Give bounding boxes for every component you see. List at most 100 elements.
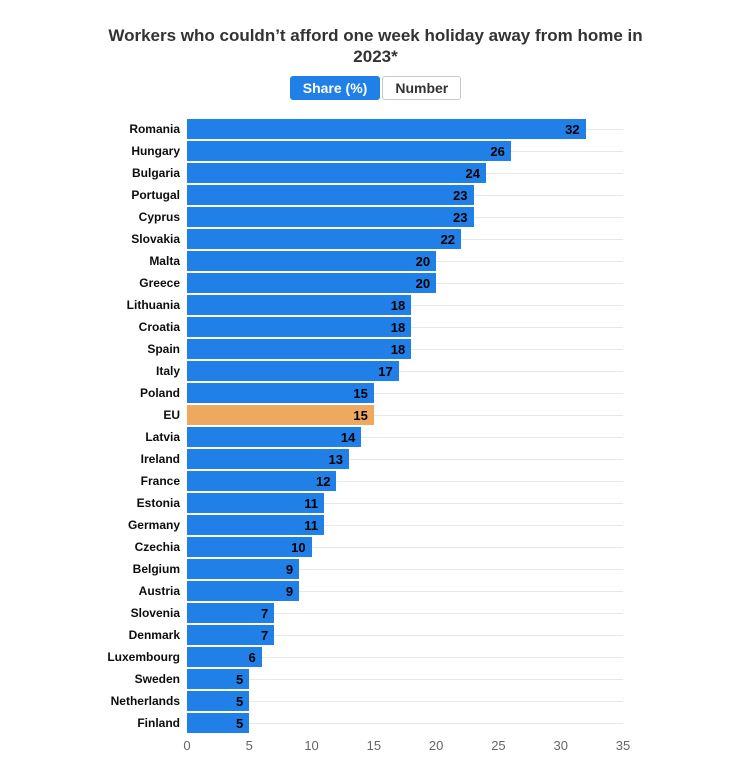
bar[interactable]: 7: [187, 603, 275, 623]
value-label: 14: [340, 429, 356, 445]
bar[interactable]: 32: [187, 119, 586, 139]
category-label: France: [140, 474, 180, 488]
bar[interactable]: 15: [187, 383, 374, 403]
chart-row: Spain 18: [0, 338, 751, 360]
value-label: 15: [353, 407, 368, 423]
gridline: [187, 437, 623, 438]
chart-row: Germany 11: [0, 514, 751, 536]
value-label: 9: [285, 561, 294, 577]
category-label: Finland: [137, 716, 180, 730]
chart-row: Sweden 5: [0, 668, 751, 690]
bar-track: 5: [187, 668, 623, 690]
value-label: 15: [353, 385, 368, 401]
x-axis-tick-label: 10: [304, 738, 319, 753]
value-label: 6: [248, 649, 256, 665]
x-axis-tick-label: 0: [183, 738, 191, 753]
bar[interactable]: 23: [187, 185, 474, 205]
chart-row: Slovenia 7: [0, 602, 751, 624]
chart-row: Malta 20: [0, 250, 751, 272]
chart-row: Cyprus 23: [0, 206, 751, 228]
category-label: Spain: [147, 342, 180, 356]
value-label: 5: [236, 671, 244, 687]
gridline: [187, 415, 623, 416]
category-label: Netherlands: [110, 694, 180, 708]
gridline: [187, 591, 623, 592]
x-axis-tick-label: 25: [491, 738, 506, 753]
category-label: Bulgaria: [131, 166, 180, 180]
chart-row: Bulgaria 24: [0, 162, 751, 184]
gridline: [187, 481, 623, 482]
x-axis-tick-label: 20: [428, 738, 444, 753]
gridline: [187, 547, 623, 548]
bar-track: 11: [187, 492, 623, 514]
category-label: Malta: [149, 254, 180, 268]
bar-highlighted[interactable]: 15: [187, 405, 374, 425]
value-label: 18: [390, 319, 406, 335]
value-label: 10: [291, 539, 306, 555]
category-label: Romania: [129, 122, 180, 136]
bar[interactable]: 9: [187, 581, 300, 601]
bar-chart-rows: Romania 32 Hungary 26 Bulgaria 24 Portugal 23 Cy…: [0, 118, 751, 734]
category-label: Sweden: [134, 672, 180, 686]
chart-row: Hungary 26: [0, 140, 751, 162]
gridline: [187, 723, 623, 724]
bar[interactable]: 18: [187, 339, 412, 359]
gridline: [187, 657, 623, 658]
bar[interactable]: 5: [187, 713, 250, 733]
tab-number[interactable]: Number: [382, 76, 462, 100]
chart-row: Croatia 18: [0, 316, 751, 338]
bar-track: 17: [187, 360, 623, 382]
bar[interactable]: 18: [187, 295, 412, 315]
bar[interactable]: 10: [187, 537, 312, 557]
bar[interactable]: 22: [187, 229, 462, 249]
gridline: [187, 525, 623, 526]
bar[interactable]: 6: [187, 647, 262, 667]
bar[interactable]: 7: [187, 625, 275, 645]
category-label: Austria: [138, 584, 180, 598]
bar[interactable]: 11: [187, 515, 325, 535]
bar-track: 10: [187, 536, 623, 558]
x-axis-tick-label: 15: [366, 738, 382, 753]
chart-title: Workers who couldn’t afford one week hol…: [108, 26, 643, 66]
bar[interactable]: 11: [187, 493, 325, 513]
value-label: 7: [260, 605, 269, 621]
value-label: 11: [304, 517, 319, 533]
gridline: [187, 701, 623, 702]
value-label: 5: [236, 693, 244, 709]
bar[interactable]: 5: [187, 669, 250, 689]
bar-track: 14: [187, 426, 623, 448]
bar-track: 18: [187, 294, 623, 316]
category-label: Denmark: [128, 628, 180, 642]
bar[interactable]: 18: [187, 317, 412, 337]
bar-track: 22: [187, 228, 623, 250]
bar[interactable]: 12: [187, 471, 337, 491]
chart-row: Romania 32: [0, 118, 751, 140]
bar-track: 13: [187, 448, 623, 470]
bar[interactable]: 20: [187, 251, 437, 271]
category-label: Croatia: [138, 320, 180, 334]
bar[interactable]: 26: [187, 141, 511, 161]
chart-row: EU 15: [0, 404, 751, 426]
value-label: 17: [378, 363, 393, 379]
chart-row: Lithuania 18: [0, 294, 751, 316]
category-label: Belgium: [132, 562, 180, 576]
x-axis-tick-label: 30: [553, 738, 568, 753]
bar[interactable]: 5: [187, 691, 250, 711]
bar[interactable]: 23: [187, 207, 474, 227]
bar-track: 24: [187, 162, 623, 184]
value-label: 22: [440, 231, 456, 247]
bar[interactable]: 9: [187, 559, 300, 579]
bar[interactable]: 17: [187, 361, 399, 381]
bar-track: 5: [187, 712, 623, 734]
bar-track: 15: [187, 404, 623, 426]
tab-share-percent[interactable]: Share (%): [289, 76, 381, 100]
x-axis-tick-label: 35: [615, 738, 631, 753]
category-label: Estonia: [136, 496, 180, 510]
value-label: 12: [316, 473, 331, 489]
gridline: [187, 393, 623, 394]
value-label: 18: [390, 341, 406, 357]
bar[interactable]: 14: [187, 427, 362, 447]
bar[interactable]: 24: [187, 163, 486, 183]
bar[interactable]: 13: [187, 449, 349, 469]
bar[interactable]: 20: [187, 273, 437, 293]
